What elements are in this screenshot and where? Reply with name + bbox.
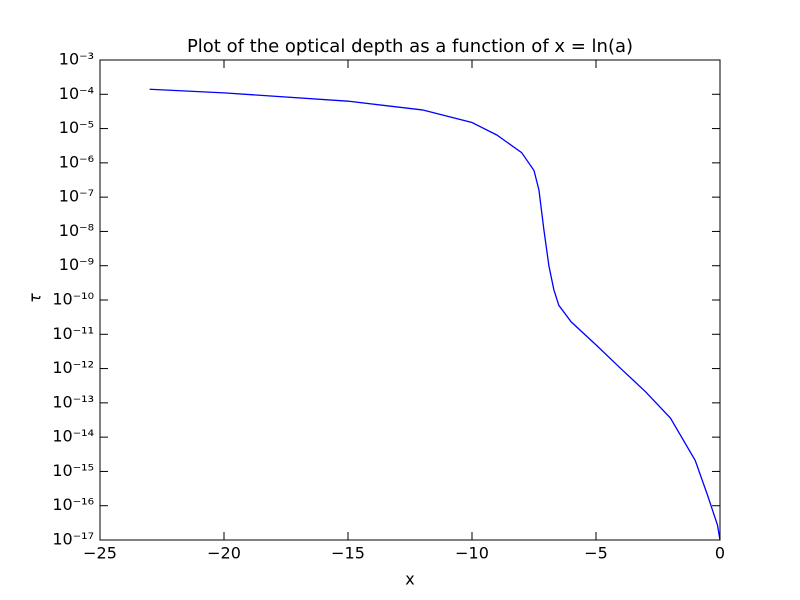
y-tick-label: 10⁻¹⁶ xyxy=(52,495,94,514)
y-tick-label: 10⁻¹⁴ xyxy=(52,427,94,446)
y-tick-label: 10⁻⁶ xyxy=(59,152,94,171)
x-axis-label: x xyxy=(405,570,414,589)
y-tick-label: 10⁻¹⁷ xyxy=(52,530,94,549)
y-tick-label: 10⁻¹⁵ xyxy=(52,461,94,480)
y-tick-label: 10⁻⁴ xyxy=(59,84,94,103)
line-series xyxy=(149,88,721,541)
x-tick-label: −10 xyxy=(455,544,489,563)
y-tick-label: 10⁻⁷ xyxy=(59,187,94,206)
x-tick-label: 0 xyxy=(715,544,725,563)
y-tick-label: 10⁻⁵ xyxy=(59,118,94,137)
plot-frame xyxy=(99,59,721,541)
x-tick-label: −15 xyxy=(331,544,365,563)
x-tick-label: −25 xyxy=(83,544,117,563)
chart-title: Plot of the optical depth as a function … xyxy=(187,36,633,57)
x-tick-label: −20 xyxy=(207,544,241,563)
y-axis-label: τ xyxy=(26,293,45,303)
y-tick-label: 10⁻¹⁰ xyxy=(52,290,94,309)
y-tick-label: 10⁻³ xyxy=(59,50,94,69)
y-tick-label: 10⁻⁹ xyxy=(59,255,94,274)
y-tick-label: 10⁻¹² xyxy=(52,358,94,377)
y-tick-label: 10⁻¹³ xyxy=(52,392,94,411)
y-tick-label: 10⁻⁸ xyxy=(59,221,94,240)
x-tick-label: −5 xyxy=(584,544,608,563)
y-tick-label: 10⁻¹¹ xyxy=(52,324,94,343)
